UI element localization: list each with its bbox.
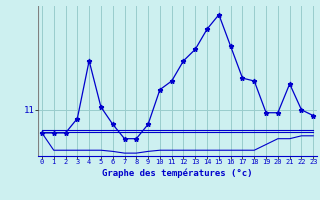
X-axis label: Graphe des températures (°c): Graphe des températures (°c) xyxy=(102,168,253,178)
